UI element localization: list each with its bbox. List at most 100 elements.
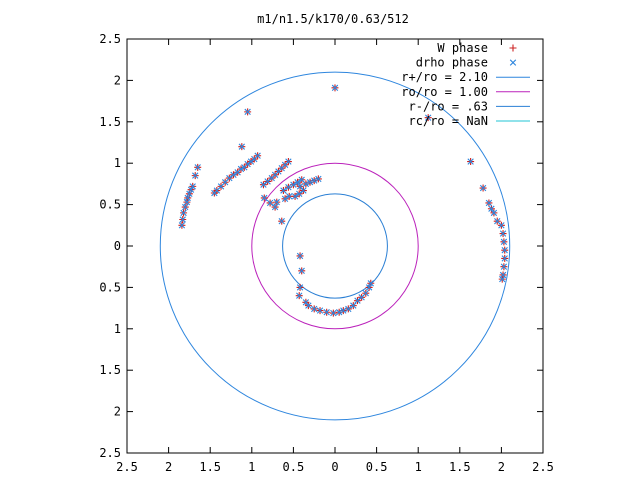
x-tick-label: 2.5 (116, 460, 138, 474)
phase-circles (159, 71, 511, 421)
point-drho-phase (296, 292, 303, 299)
legend-label-rc-ro-nan: rc/ro = NaN (409, 114, 488, 128)
point-drho-phase (315, 175, 322, 183)
point-drho-phase (244, 160, 251, 168)
point-drho-phase (331, 84, 339, 92)
point-drho-phase (178, 222, 186, 229)
point-drho-phase (499, 230, 507, 237)
point-drho-phase (285, 158, 292, 165)
point-drho-phase (490, 209, 498, 217)
point-drho-phase (302, 180, 310, 188)
y-tick-label: 2 (114, 405, 121, 419)
y-tick-label: 2 (114, 73, 121, 87)
point-drho-phase (350, 302, 357, 309)
point-drho-phase (281, 195, 289, 202)
point-drho-phase (500, 263, 508, 270)
point-drho-phase (311, 177, 318, 184)
point-drho-phase (184, 194, 191, 202)
y-tick-label: 2.5 (99, 32, 121, 46)
x-tick-label: 1 (248, 460, 255, 474)
point-drho-phase (485, 199, 493, 207)
y-tick-label: 1 (114, 156, 121, 170)
point-drho-phase (278, 217, 285, 225)
legend-label-drho-phase: drho phase (416, 56, 488, 70)
point-drho-phase (186, 190, 193, 198)
y-tick-label: 0.5 (99, 280, 121, 294)
point-drho-phase (499, 275, 506, 283)
point-drho-phase (296, 190, 303, 198)
x-tick-label: 0.5 (283, 460, 305, 474)
point-drho-phase (237, 165, 245, 173)
point-drho-phase (187, 186, 195, 193)
point-drho-phase (501, 246, 508, 254)
circle-r-ro-2-10 (159, 71, 511, 421)
point-drho-phase (424, 114, 432, 121)
point-drho-phase (306, 179, 314, 186)
point-drho-phase (247, 158, 255, 165)
point-drho-phase (365, 284, 373, 291)
legend-label-ro-ro-1-00: ro/ro = 1.00 (401, 85, 488, 99)
point-drho-phase (501, 255, 508, 262)
point-drho-phase (500, 238, 508, 246)
point-drho-phase (316, 307, 324, 314)
point-drho-phase (194, 164, 201, 171)
point-drho-phase (311, 305, 318, 313)
point-drho-phase (296, 284, 304, 291)
point-drho-phase (300, 187, 307, 194)
point-drho-phase (362, 290, 369, 297)
point-drho-phase (354, 297, 361, 304)
legend-swatch-w-phase (509, 44, 517, 52)
point-drho-phase (345, 305, 352, 313)
point-drho-phase (260, 181, 267, 188)
point-drho-phase (180, 209, 187, 217)
y-tick-label: 0.5 (99, 198, 121, 212)
y-tick-label: 1.5 (99, 115, 121, 129)
point-drho-phase (335, 309, 343, 316)
point-drho-phase (280, 187, 287, 194)
circle-r-ro-63 (282, 193, 388, 299)
point-drho-phase (266, 199, 274, 207)
point-drho-phase (254, 152, 261, 159)
point-drho-phase (264, 178, 271, 185)
point-drho-phase (479, 184, 487, 192)
x-tick-label: 0.5 (366, 460, 388, 474)
point-drho-phase (244, 108, 251, 116)
x-tick-label: 2 (498, 460, 505, 474)
legend-label-r-ro-63: r-/ro = .63 (409, 99, 488, 113)
legend-label-r-ro-2-10: r+/ro = 2.10 (401, 70, 488, 84)
axis-ticks: 2.5 2 1.5 1 0.5 0 0.5 1 1.5 2 2.52.521.510.500.511… (99, 32, 554, 474)
y-tick-label: 1 (114, 322, 121, 336)
point-drho-phase (330, 309, 337, 317)
point-drho-phase (226, 174, 233, 182)
point-drho-phase (340, 307, 347, 314)
point-drho-phase (179, 216, 186, 223)
y-tick-label: 2.5 (99, 446, 121, 460)
point-drho-phase (291, 193, 299, 200)
x-tick-label: 1.5 (199, 460, 221, 474)
x-tick-label: 2.5 (532, 460, 554, 474)
x-tick-label: 1 (415, 460, 422, 474)
point-drho-phase (467, 158, 474, 165)
legend-label-w-phase: W phase (437, 41, 488, 55)
point-drho-phase (488, 205, 495, 212)
x-tick-label: 1.5 (449, 460, 471, 474)
point-drho-phase (261, 194, 268, 202)
point-drho-phase (238, 143, 246, 150)
point-drho-phase (286, 193, 293, 200)
point-drho-phase (298, 267, 305, 275)
point-drho-phase (305, 302, 312, 309)
x-tick-label: 2 (165, 460, 172, 474)
point-drho-phase (323, 309, 330, 316)
point-drho-phase (285, 184, 292, 191)
data-points (178, 84, 509, 317)
point-drho-phase (294, 179, 301, 186)
point-drho-phase (271, 203, 279, 211)
point-drho-phase (192, 172, 199, 179)
point-drho-phase (296, 183, 304, 190)
legend-swatch-drho-phase (509, 59, 517, 66)
circle-ro-ro-1-00 (251, 162, 419, 330)
point-drho-phase (290, 181, 297, 188)
x-tick-label: 0 (331, 460, 338, 474)
